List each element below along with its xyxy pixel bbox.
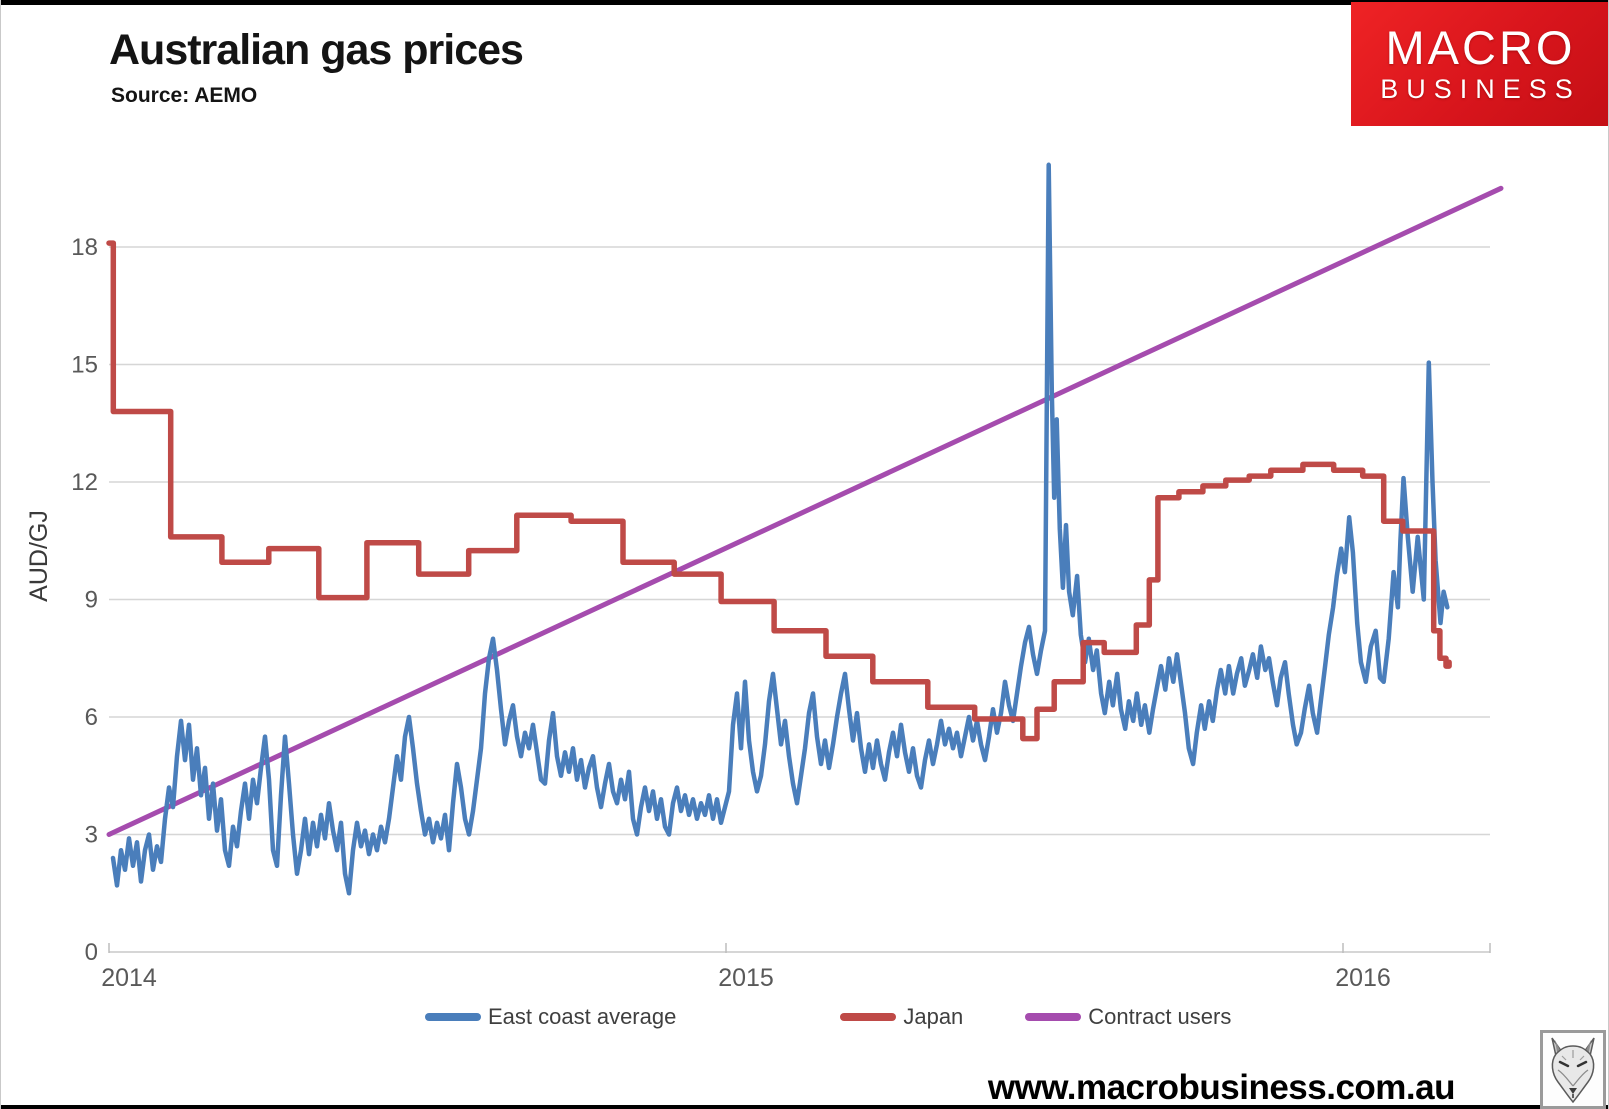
legend-label-contract-users: Contract users: [1088, 1004, 1232, 1029]
legend-label-east-coast: East coast average: [488, 1004, 677, 1029]
logo-line-macro: MACRO: [1385, 20, 1576, 74]
east-coast-swatch-icon: [425, 1013, 481, 1021]
legend-item-contract-users[interactable]: Contract users: [1025, 1004, 1231, 1030]
x-axis-tick-label: 2016: [1335, 964, 1391, 992]
bottom-border-bar: [1, 1105, 1608, 1109]
source-caption: Source: AEMO: [111, 84, 258, 107]
wolf-icon: [1551, 1037, 1595, 1103]
contract-users-swatch-icon: [1025, 1013, 1082, 1021]
page-title: Australian gas prices: [109, 26, 524, 74]
macrobusiness-logo[interactable]: MACRO BUSINESS: [1351, 2, 1608, 126]
legend-item-east-coast[interactable]: East coast average: [425, 1004, 676, 1030]
east-coast-average-line: [110, 162, 1450, 896]
y-axis-title: AUD/GJ: [25, 510, 53, 602]
y-axis-tick-label: 18: [71, 234, 98, 261]
top-border-bar: [1, 0, 1608, 5]
japan-line: [106, 240, 1452, 742]
y-axis-tick-label: 12: [71, 469, 98, 496]
x-axis-tick-label: 2015: [718, 964, 774, 992]
contract-users-line: [106, 185, 1504, 837]
legend-label-japan: Japan: [903, 1004, 964, 1029]
chart-legend: East coast average Japan Contract users: [425, 1004, 1231, 1030]
y-axis-tick-label: 0: [85, 939, 98, 966]
japan-swatch-icon: [840, 1013, 897, 1021]
legend-item-japan[interactable]: Japan: [840, 1004, 963, 1030]
logo-line-business: BUSINESS: [1380, 74, 1581, 105]
x-axis-tick-label: 2014: [101, 964, 157, 992]
y-axis-tick-label: 15: [71, 352, 98, 379]
website-url[interactable]: www.macrobusiness.com.au: [987, 1068, 1456, 1107]
y-axis-tick-label: 3: [85, 822, 98, 849]
y-axis-tick-label: 9: [85, 587, 98, 614]
wolf-logo: [1540, 1030, 1606, 1109]
y-axis-tick-label: 6: [85, 704, 98, 731]
